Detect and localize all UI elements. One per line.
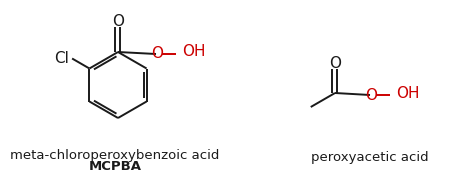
Text: O: O [365,88,377,102]
Text: peroxyacetic acid: peroxyacetic acid [311,152,429,165]
Text: meta-chloroperoxybenzoic acid: meta-chloroperoxybenzoic acid [10,148,219,162]
Text: O: O [112,13,124,29]
Text: O: O [329,56,341,71]
Text: Cl: Cl [54,51,69,66]
Text: O: O [151,47,163,61]
Text: MCPBA: MCPBA [89,160,142,172]
Text: OH: OH [396,85,420,101]
Text: OH: OH [182,44,206,60]
